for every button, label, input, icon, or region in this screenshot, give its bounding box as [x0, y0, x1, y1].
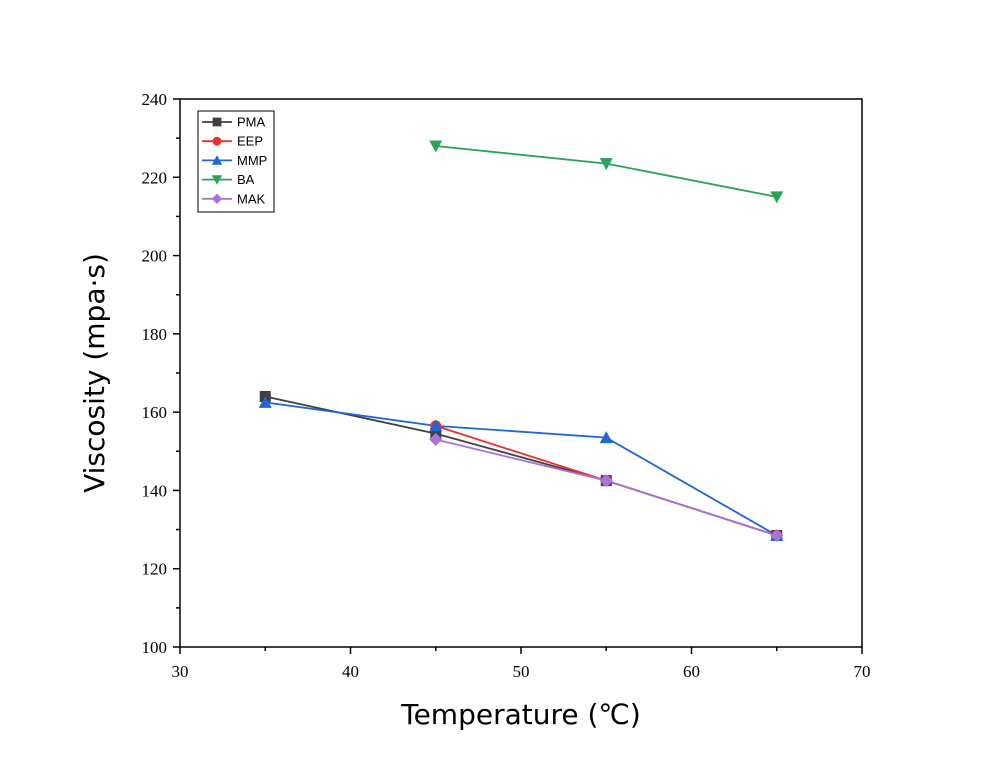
legend-label: BA [237, 172, 255, 187]
x-tick-label: 50 [513, 662, 530, 681]
series-ba [435, 145, 777, 198]
y-tick-label: 240 [142, 90, 168, 109]
y-tick-label: 200 [142, 247, 168, 266]
series-line [265, 401, 778, 537]
data-point [770, 191, 784, 204]
data-point [599, 474, 613, 488]
legend-marker [211, 155, 223, 165]
axes: 30 40 50 60 70 100 120 140 160 180 200 220 240 [142, 90, 871, 681]
series-pma-markers [259, 390, 783, 541]
y-tick-label: 180 [142, 325, 168, 344]
y-tick-label: 120 [142, 560, 168, 579]
legend-marker [211, 193, 223, 204]
series-ba-markers [429, 140, 784, 204]
legend-label: MMP [237, 153, 267, 168]
plot-frame [179, 98, 863, 648]
legend-entry: BA [202, 172, 255, 187]
legend-entry: PMA [202, 115, 266, 130]
legend-label: MAK [237, 191, 266, 206]
y-axis-title: Viscosity (mpa·s) [78, 253, 111, 493]
legend-label: EEP [237, 134, 263, 149]
x-tick-label: 60 [683, 662, 700, 681]
data-point [258, 395, 272, 408]
y-tick-label: 160 [142, 403, 168, 422]
y-tick-label: 100 [142, 638, 168, 657]
data-point [599, 431, 613, 444]
series-line [435, 145, 777, 198]
data-point [599, 158, 613, 171]
series-mak [435, 438, 778, 537]
series-line [435, 438, 778, 537]
data-point [429, 140, 443, 153]
legend-entry: MAK [202, 191, 266, 206]
data-point [429, 433, 443, 447]
series-pma [265, 395, 778, 537]
legend-marker [212, 136, 222, 146]
legend-box [197, 110, 275, 213]
legend-marker [212, 117, 222, 127]
y-tick-label: 140 [142, 481, 168, 500]
legend: PMA EEP MMP BA MAK [197, 110, 275, 213]
data-point [429, 419, 443, 432]
legend-marker [211, 175, 223, 185]
y-tick-label: 220 [142, 168, 168, 187]
series-mmp-markers [258, 395, 784, 541]
data-point [770, 528, 784, 542]
x-axis-title: Temperature (℃) [400, 698, 641, 731]
legend-label: PMA [237, 115, 266, 130]
x-tick-label: 40 [342, 662, 359, 681]
x-tick-label: 70 [854, 662, 871, 681]
plot-area [258, 140, 784, 542]
legend-entry: EEP [202, 134, 263, 149]
series-mmp [265, 401, 778, 537]
legend-entry: MMP [202, 153, 267, 168]
x-tick-label: 30 [172, 662, 189, 681]
series-line [265, 395, 778, 537]
series-mak-markers [429, 433, 784, 542]
